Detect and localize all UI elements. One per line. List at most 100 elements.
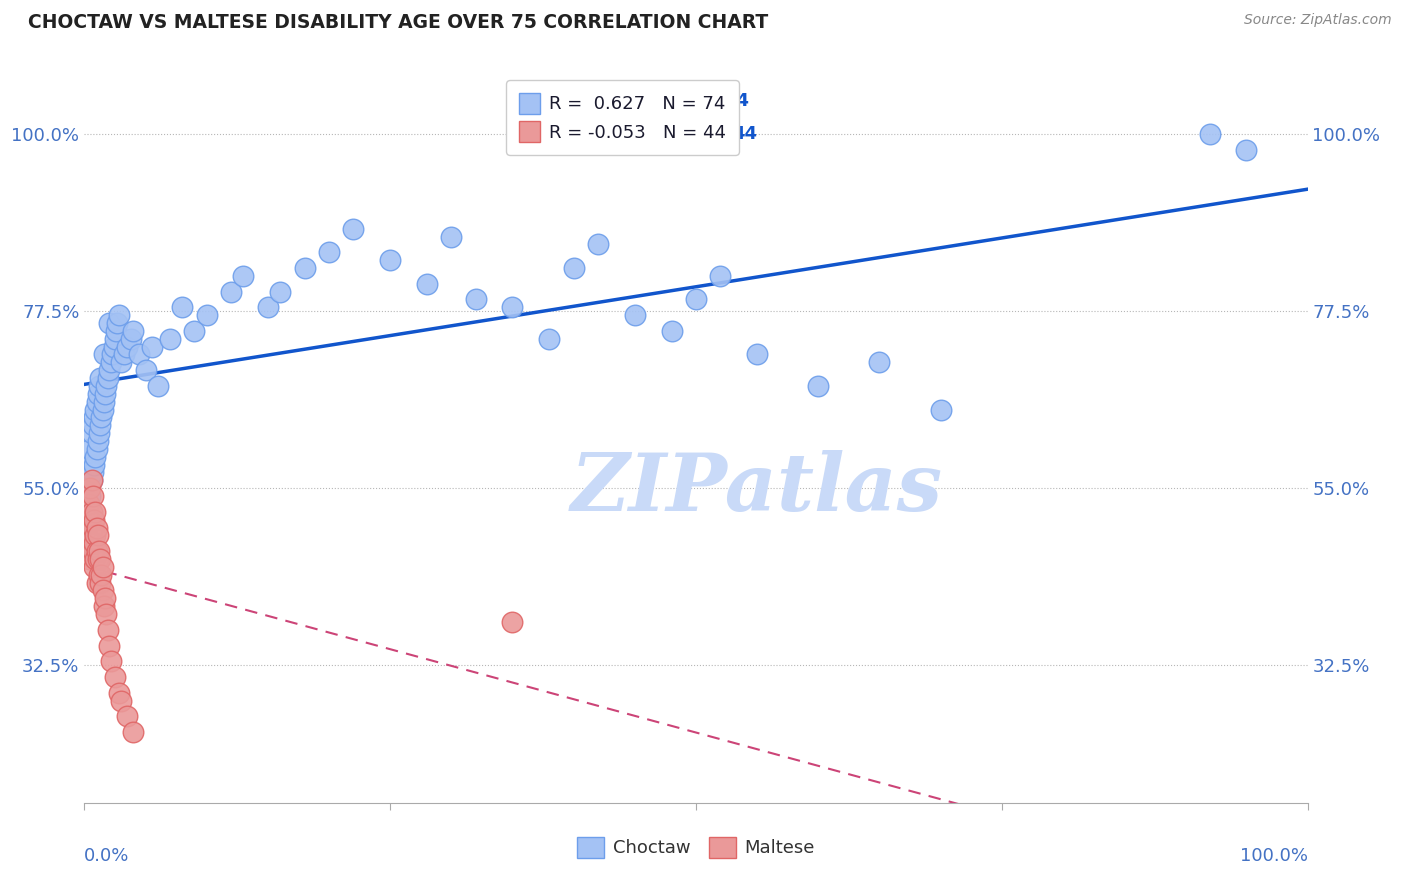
- Point: [105, 316, 128, 330]
- Point: [464, 293, 486, 307]
- Point: [87, 387, 110, 401]
- Point: [97, 623, 120, 637]
- Point: [89, 418, 111, 433]
- Point: [115, 709, 138, 723]
- Text: R =: R =: [557, 92, 602, 111]
- Point: [101, 347, 124, 361]
- Point: [87, 544, 110, 558]
- Point: [79, 489, 101, 503]
- Point: [86, 544, 108, 558]
- Point: [79, 442, 101, 456]
- Point: [86, 520, 108, 534]
- Point: [107, 308, 129, 322]
- Point: [685, 293, 707, 307]
- Point: [80, 426, 103, 441]
- Point: [110, 693, 132, 707]
- Point: [104, 670, 127, 684]
- Point: [83, 513, 105, 527]
- Legend: Choctaw, Maltese: Choctaw, Maltese: [568, 828, 824, 867]
- Point: [82, 489, 104, 503]
- Point: [502, 301, 524, 315]
- Point: [84, 528, 107, 542]
- Point: [77, 458, 100, 472]
- Point: [93, 347, 115, 361]
- Point: [232, 268, 254, 283]
- Point: [100, 355, 122, 369]
- Point: [172, 301, 194, 315]
- Text: 0.0%: 0.0%: [84, 847, 129, 864]
- Point: [93, 394, 115, 409]
- Point: [84, 505, 107, 519]
- Point: [107, 686, 129, 700]
- Point: [110, 355, 132, 369]
- Text: 0.627: 0.627: [616, 92, 673, 111]
- Point: [416, 277, 439, 291]
- Point: [93, 599, 115, 614]
- Point: [83, 536, 105, 550]
- Point: [1198, 128, 1220, 142]
- Point: [87, 434, 110, 448]
- Point: [76, 520, 98, 534]
- Point: [94, 387, 117, 401]
- Point: [80, 473, 103, 487]
- Point: [135, 363, 157, 377]
- Point: [84, 450, 107, 464]
- Point: [141, 340, 163, 354]
- Text: N =: N =: [671, 92, 723, 111]
- Text: N =: N =: [679, 125, 731, 143]
- Point: [103, 340, 125, 354]
- Point: [105, 324, 128, 338]
- Point: [929, 402, 952, 417]
- Point: [159, 332, 181, 346]
- Text: 44: 44: [733, 125, 758, 143]
- Point: [869, 355, 891, 369]
- Point: [91, 402, 114, 417]
- Point: [91, 559, 114, 574]
- Point: [661, 324, 683, 338]
- Text: CHOCTAW VS MALTESE DISABILITY AGE OVER 75 CORRELATION CHART: CHOCTAW VS MALTESE DISABILITY AGE OVER 7…: [28, 13, 768, 32]
- Text: 100.0%: 100.0%: [1240, 847, 1308, 864]
- Point: [77, 505, 100, 519]
- Point: [86, 575, 108, 590]
- Point: [120, 332, 142, 346]
- Point: [586, 237, 609, 252]
- Point: [122, 324, 145, 338]
- Point: [96, 607, 118, 621]
- Point: [380, 253, 402, 268]
- Point: [77, 473, 100, 487]
- Text: R =: R =: [557, 125, 596, 143]
- Point: [97, 371, 120, 385]
- Point: [87, 567, 110, 582]
- Point: [257, 301, 280, 315]
- Point: [82, 418, 104, 433]
- Point: [83, 410, 105, 425]
- Point: [89, 575, 111, 590]
- Point: [79, 536, 101, 550]
- Point: [80, 528, 103, 542]
- Point: [294, 260, 316, 275]
- Point: [97, 639, 120, 653]
- Point: [84, 552, 107, 566]
- Text: 74: 74: [725, 92, 749, 111]
- Point: [82, 466, 104, 480]
- Point: [146, 379, 169, 393]
- Point: [87, 528, 110, 542]
- Point: [269, 285, 291, 299]
- Point: [77, 497, 100, 511]
- Point: [104, 332, 127, 346]
- Point: [538, 332, 561, 346]
- Point: [195, 308, 218, 322]
- Point: [709, 268, 731, 283]
- Point: [96, 379, 118, 393]
- Point: [115, 340, 138, 354]
- Point: [90, 567, 112, 582]
- Point: [87, 426, 110, 441]
- Point: [89, 552, 111, 566]
- Point: [97, 363, 120, 377]
- Point: [219, 285, 242, 299]
- Point: [747, 347, 769, 361]
- Point: [440, 229, 463, 244]
- Point: [807, 379, 830, 393]
- Point: [122, 725, 145, 739]
- Point: [112, 347, 135, 361]
